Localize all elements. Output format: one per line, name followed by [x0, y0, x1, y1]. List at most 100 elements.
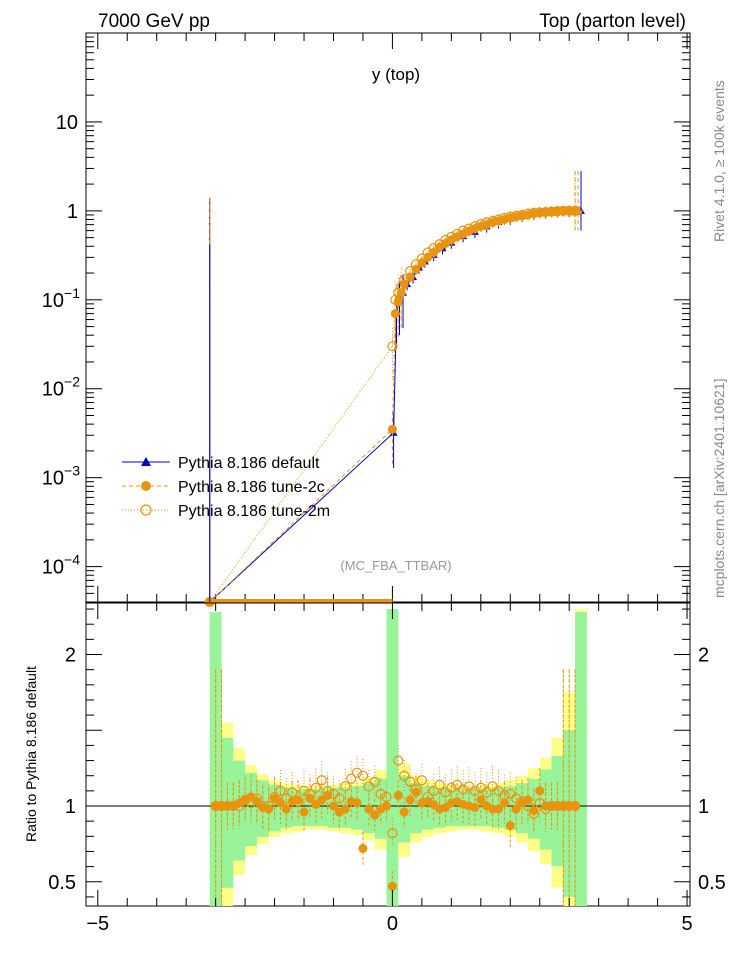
- ratio-point-circle: [393, 790, 403, 800]
- ratio-point-open: [422, 791, 433, 803]
- ratio-ylabel: Ratio to Pythia 8.186 default: [23, 666, 39, 842]
- ratio-point-open: [434, 779, 445, 790]
- main-series: [204, 171, 585, 608]
- ratio-point-open: [346, 773, 357, 784]
- data-point-open-circle: [469, 221, 481, 232]
- data-point-circle: [387, 424, 397, 434]
- ratio-point-open: [546, 800, 557, 812]
- ratio-point-open: [304, 788, 316, 799]
- data-point-open-circle: [487, 215, 498, 227]
- ratio-point-circle: [399, 807, 409, 817]
- y-tick-label: 1: [67, 201, 78, 223]
- ratio-panel: 0.5 0.5 1 1 2 2 Ratio to Pythia 8.186 default: [23, 602, 726, 907]
- ratio-point-open: [399, 770, 410, 781]
- x-tick-label: 5: [681, 913, 692, 935]
- data-point-open-circle: [463, 223, 475, 234]
- ratio-point-circle: [364, 804, 374, 814]
- data-point-open-circle: [387, 341, 398, 352]
- ratio-point-open: [446, 782, 457, 793]
- data-point-open-circle: [475, 218, 486, 230]
- ratio-point-open: [334, 793, 345, 804]
- ratio-point-open: [251, 793, 262, 804]
- data-point-open-circle: [505, 211, 516, 222]
- ratio-point-circle: [299, 807, 309, 817]
- ratio-point-open: [393, 755, 404, 766]
- legend-label: Pythia 8.186 tune-2c: [178, 479, 325, 496]
- legend-marker-open: [140, 504, 152, 516]
- data-point-open-circle: [564, 205, 575, 216]
- data-point-open-circle: [390, 294, 401, 305]
- data-point-open-circle: [540, 206, 551, 218]
- main-panel: 10−4 10−3 10−2 10−1 1 10 y (top) (MC_FBA_TTBA…: [42, 32, 691, 608]
- header-right: Top (parton level): [539, 11, 686, 32]
- data-point-open-circle: [440, 234, 451, 246]
- ratio-point-open: [381, 791, 392, 803]
- data-point-open-circle: [452, 228, 463, 240]
- y-tick-label: 10: [56, 112, 78, 134]
- ratio-point-open: [481, 787, 492, 798]
- data-point-open-circle: [481, 217, 492, 228]
- ratio-point-circle: [499, 798, 509, 808]
- ratio-point-open: [240, 794, 251, 806]
- data-point-open-circle: [416, 253, 427, 264]
- ratio-point-circle: [352, 798, 362, 808]
- y-tick-label: 10−4: [42, 552, 80, 579]
- data-point-open-circle: [458, 225, 469, 236]
- legend-label: Pythia 8.186 tune-2m: [178, 503, 330, 520]
- ratio-point-open: [322, 785, 333, 796]
- ratio-point-circle: [370, 810, 380, 820]
- ratio-point-open: [257, 800, 268, 812]
- y-tick-label: 10−1: [42, 285, 80, 312]
- main-frame: [85, 32, 691, 603]
- ratio-point-circle: [511, 804, 521, 814]
- data-point-open-circle: [404, 266, 416, 277]
- ratio-point-open: [281, 793, 292, 804]
- ratio-point-open: [222, 800, 233, 812]
- ratio-tick-label-right: 0.5: [698, 872, 726, 894]
- ratio-point-open: [528, 808, 539, 819]
- ratio-point-open: [558, 800, 569, 812]
- data-point-open-circle: [522, 208, 534, 219]
- ratio-point-open: [351, 767, 363, 778]
- ratio-point-open: [428, 785, 439, 796]
- x-tick-label: 0: [387, 913, 398, 935]
- ratio-point-open: [499, 790, 510, 801]
- ratio-point-open: [293, 796, 304, 807]
- y-tick-label: 10−3: [42, 463, 80, 490]
- ratio-point-circle: [535, 786, 545, 796]
- ratio-point-open: [540, 803, 551, 815]
- data-point-open-circle: [516, 209, 528, 221]
- data-point-open-circle: [511, 210, 522, 221]
- data-point-open-circle: [569, 205, 581, 216]
- ratio-point-circle: [493, 804, 503, 814]
- data-point-circle: [573, 206, 583, 216]
- data-point-open-circle: [558, 205, 569, 216]
- ratio-point-circle: [340, 804, 350, 814]
- legend: Pythia 8.186 default Pythia 8.186 tune-2c…: [122, 455, 330, 520]
- ratio-ticks: 0.5 0.5 1 1 2 2: [48, 603, 726, 906]
- x-axis-labels: −5 0 5: [86, 913, 692, 935]
- data-point-open-circle: [528, 207, 539, 218]
- ratio-point-circle: [505, 821, 515, 831]
- data-point-open-circle: [410, 259, 422, 270]
- ratio-point-circle: [476, 795, 486, 805]
- data-point-open-circle: [493, 214, 504, 225]
- ratio-tick-label-left: 2: [65, 645, 76, 667]
- ratio-point-open: [210, 800, 221, 812]
- ratio-point-open: [269, 791, 280, 803]
- ratio-point-open: [522, 800, 534, 812]
- ratio-point-circle: [405, 795, 415, 805]
- ratio-point-open: [234, 800, 245, 812]
- ratio-point-open: [340, 781, 351, 792]
- ratio-point-open: [410, 784, 422, 795]
- ratio-point-open: [369, 776, 380, 787]
- legend-marker-triangle: [141, 457, 151, 466]
- main-title: y (top): [372, 65, 420, 84]
- ratio-point-circle: [387, 881, 397, 891]
- data-point-open-circle: [552, 206, 563, 217]
- data-point-open-circle: [393, 287, 404, 298]
- legend-marker-circle: [141, 481, 151, 491]
- ratio-point-circle: [411, 787, 421, 797]
- ratio-bands: [86, 609, 690, 906]
- mcplots-label: mcplots.cern.ch [arXiv:2401.10621]: [711, 379, 727, 598]
